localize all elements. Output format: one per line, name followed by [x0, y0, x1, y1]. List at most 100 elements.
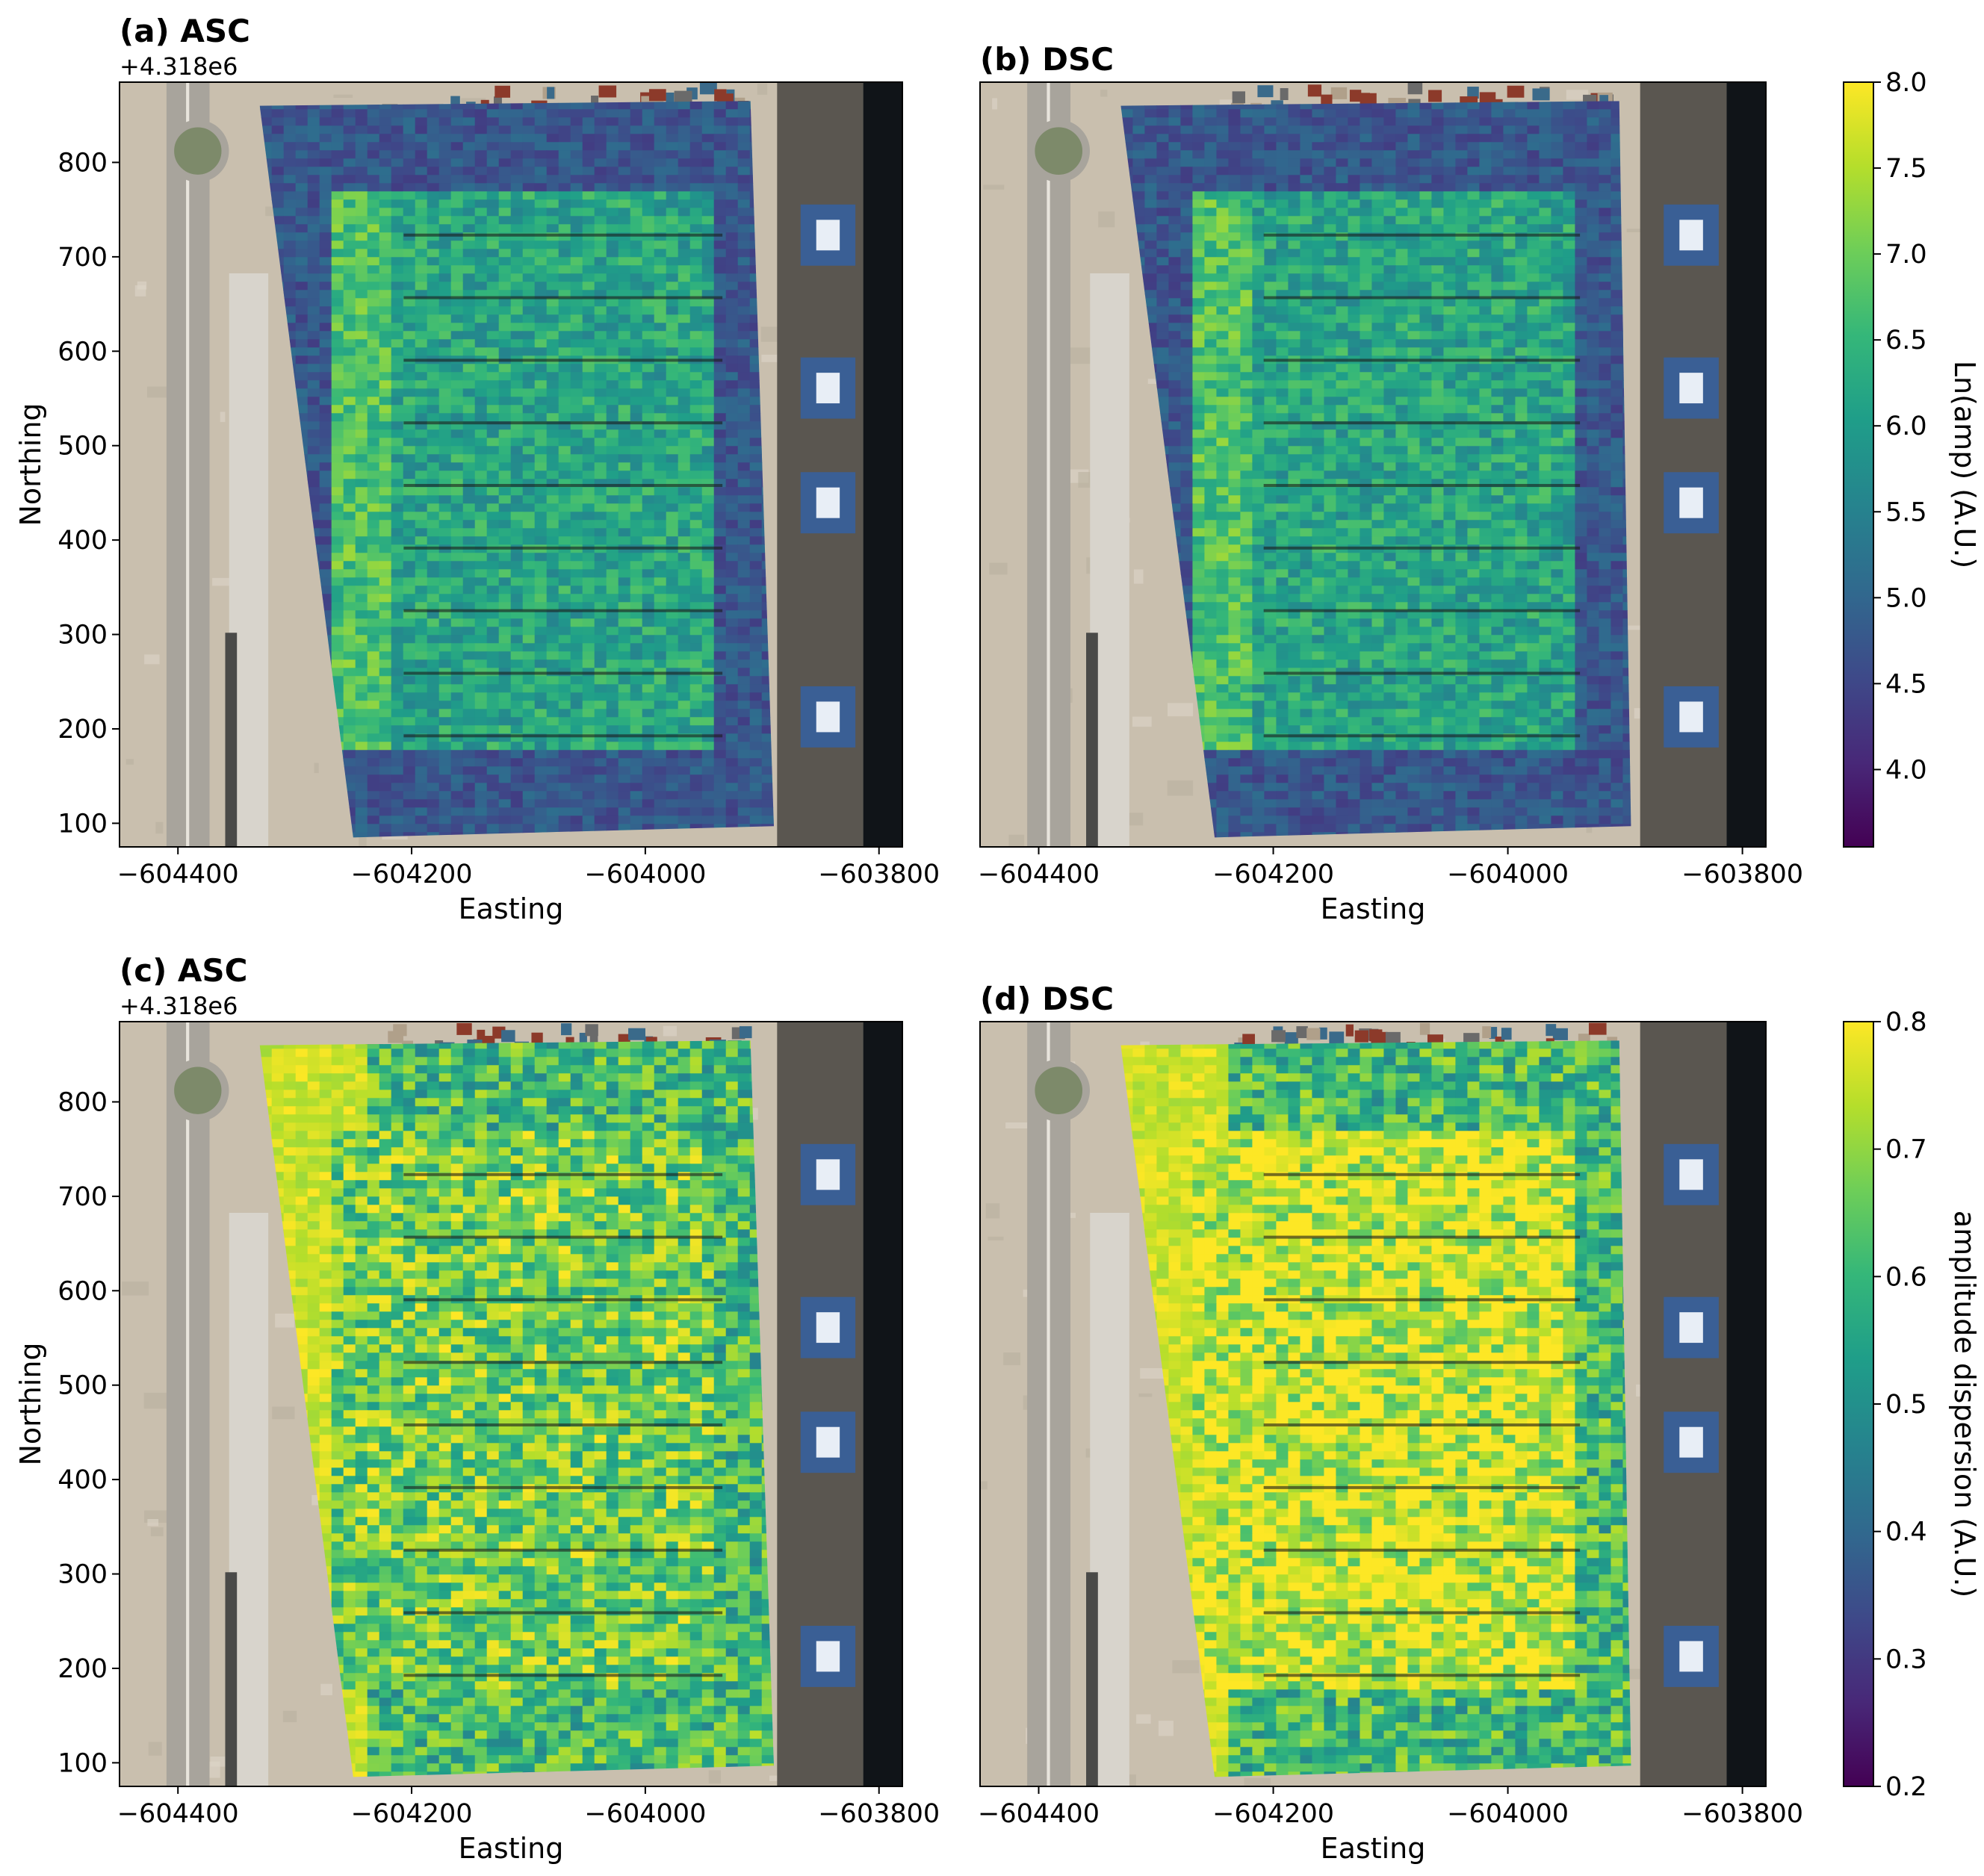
panel-a-raster-cell	[522, 117, 536, 126]
panel-b-raster-cell	[1599, 117, 1611, 126]
panel-a-raster-cell	[582, 569, 595, 578]
panel-a-raster-cell	[761, 676, 774, 685]
panel-a-raster-cell	[618, 643, 631, 652]
panel-a-raster-cell	[582, 627, 595, 636]
panel-a-raster-cell	[606, 487, 619, 496]
panel-a-raster-cell	[654, 298, 667, 307]
panel-a-raster-cell	[427, 273, 440, 282]
panel-b-raster-cell	[1348, 150, 1360, 159]
panel-a-raster-cell	[546, 347, 559, 356]
panel-a-raster-cell	[355, 388, 368, 397]
panel-a-raster-cell	[331, 232, 344, 241]
panel-a-raster-cell	[558, 397, 571, 406]
panel-a-raster-cell	[534, 232, 548, 241]
panel-a-raster-cell	[391, 503, 404, 512]
panel-a-raster-cell	[415, 347, 428, 356]
panel-a-raster-cell	[725, 618, 739, 627]
panel-b-raster-cell	[1575, 134, 1587, 143]
panel-a-raster-cell	[367, 314, 380, 323]
panel-a-raster-cell	[642, 602, 655, 611]
panel-a-raster-cell	[666, 717, 679, 726]
panel-b-raster-cell	[1395, 216, 1408, 225]
panel-a-raster-cell	[701, 208, 715, 217]
panel-a-raster-cell	[379, 216, 392, 225]
panel-a-raster-cell	[319, 438, 332, 447]
panel-a-raster-cell	[713, 339, 727, 348]
panel-a-raster-cell	[319, 388, 332, 397]
panel-a-raster-cell	[343, 750, 356, 759]
panel-a-raster-cell	[678, 602, 691, 611]
panel-a-raster-cell	[379, 495, 392, 504]
panel-b-raster-cell	[1551, 101, 1563, 110]
panel-a-raster-cell	[427, 117, 440, 126]
panel-a-raster-cell	[307, 347, 320, 356]
panel-a-raster-cell	[642, 150, 655, 159]
panel-a-raster-cell	[546, 799, 559, 808]
panel-b-raster-cell	[1467, 167, 1480, 176]
panel-a-raster-cell	[367, 750, 380, 759]
panel-a-container	[648, 89, 666, 102]
panel-a-raster-cell	[570, 783, 583, 792]
panel-a-raster-cell	[618, 807, 631, 816]
panel-a-raster-cell	[391, 142, 404, 151]
panel-b-ground-patch	[989, 562, 1008, 575]
panel-b-raster-cell	[1132, 183, 1145, 192]
panel-b-raster-cell	[1611, 117, 1623, 126]
panel-a-raster-cell	[678, 618, 691, 627]
panel-a-raster-cell	[343, 512, 356, 521]
panel-b-raster-cell	[1371, 101, 1384, 110]
panel-a-ground-patch	[760, 326, 783, 342]
panel-a-raster-cell	[582, 364, 595, 373]
panel-a-raster-cell	[355, 199, 368, 208]
panel-b-raster-cell	[1348, 199, 1360, 208]
panel-a-raster-cell	[379, 298, 392, 307]
panel-b-raster-cell	[1611, 167, 1623, 176]
panel-a-raster-cell	[355, 249, 368, 258]
panel-a-raster-cell	[522, 791, 536, 800]
panel-a-raster-cell	[438, 232, 452, 241]
panel-a-raster-cell	[427, 520, 440, 529]
panel-a-raster-cell	[558, 421, 571, 430]
panel-a-raster-cell	[486, 282, 500, 291]
panel-a-raster-cell	[666, 536, 679, 545]
panel-a-raster-cell	[462, 372, 476, 381]
panel-b-raster-cell	[1216, 183, 1229, 192]
panel-a-raster-cell	[582, 725, 595, 734]
panel-a-raster-cell	[486, 577, 500, 586]
panel-a-raster-cell	[379, 199, 392, 208]
panel-b-raster-cell	[1192, 142, 1205, 151]
panel-b-raster-cell	[1551, 183, 1563, 192]
panel-b-raster-cell	[1479, 183, 1492, 192]
panel-a-raster-cell	[737, 553, 751, 562]
panel-b-raster-cell	[1360, 175, 1372, 184]
panel-a-raster-cell	[630, 240, 643, 249]
panel-b-raster-cell	[1527, 109, 1540, 118]
panel-a-raster-cell	[725, 635, 739, 644]
panel-b-raster-cell	[1515, 125, 1528, 134]
panel-a-raster-cell	[450, 610, 464, 619]
panel-a-raster-cell	[522, 774, 536, 783]
panel-a-raster-cell	[654, 536, 667, 545]
panel-a-raster-cell	[606, 298, 619, 307]
panel-a-raster-cell	[450, 372, 464, 381]
panel-a-raster-cell	[474, 766, 488, 775]
panel-a-raster-cell	[331, 520, 344, 529]
panel-a-raster-cell	[606, 273, 619, 282]
panel-b-raster-cell	[1312, 208, 1324, 217]
panel-a-raster-cell	[737, 618, 751, 627]
panel-a-raster-cell	[462, 618, 476, 627]
panel-a-raster-cell	[546, 783, 559, 792]
panel-a-raster-cell	[427, 298, 440, 307]
panel-b-raster-cell	[1180, 183, 1193, 192]
panel-a-raster-cell	[761, 791, 774, 800]
panel-a-raster-cell	[618, 265, 631, 274]
panel-a-raster-cell	[749, 676, 763, 685]
panel-a-raster-cell	[510, 709, 524, 718]
panel-a-raster-cell	[737, 717, 751, 726]
panel-a-raster-cell	[367, 799, 380, 808]
panel-a-raster-cell	[689, 627, 703, 636]
panel-a-raster-cell	[737, 758, 751, 767]
panel-b-raster-cell	[1360, 216, 1372, 225]
panel-a-raster-cell	[522, 429, 536, 438]
panel-b-raster-cell	[1539, 125, 1551, 134]
